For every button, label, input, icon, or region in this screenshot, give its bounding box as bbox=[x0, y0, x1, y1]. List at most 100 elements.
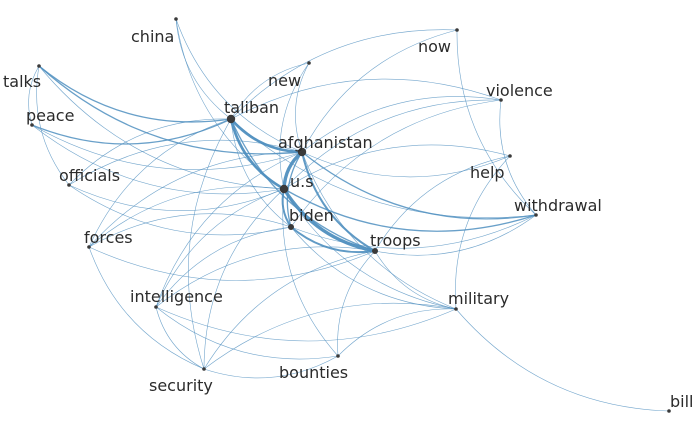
edge-afghanistan-forces bbox=[88, 151, 303, 248]
node-withdrawal bbox=[534, 213, 538, 217]
node-label-us: u.s bbox=[290, 172, 314, 191]
node-china bbox=[174, 17, 178, 21]
edge-biden-military bbox=[290, 226, 457, 310]
node-label-forces: forces bbox=[84, 228, 133, 247]
edge-talks-peace bbox=[28, 65, 40, 126]
edge-intelligence-bounties bbox=[155, 306, 339, 360]
node-violence bbox=[499, 98, 503, 102]
edge-military-security bbox=[203, 302, 457, 370]
node-label-new: new bbox=[268, 71, 301, 90]
edge-peace-taliban bbox=[31, 118, 232, 145]
edge-help-military bbox=[455, 155, 511, 310]
node-label-bill: bill bbox=[670, 392, 694, 411]
node-military bbox=[454, 307, 458, 311]
edge-military-bounties bbox=[337, 308, 457, 357]
node-label-now: now bbox=[418, 37, 451, 56]
edge-intelligence-security bbox=[155, 306, 205, 370]
edge-new-taliban bbox=[230, 62, 310, 120]
edge-peace-afghanistan bbox=[31, 124, 303, 170]
edge-security-bounties bbox=[203, 355, 339, 379]
node-label-help: help bbox=[470, 163, 505, 182]
edge-help-us bbox=[283, 144, 511, 190]
node-label-military: military bbox=[448, 289, 509, 308]
edge-taliban-officials bbox=[68, 118, 232, 186]
node-help bbox=[508, 154, 512, 158]
edge-us-forces bbox=[88, 186, 285, 248]
node-intelligence bbox=[154, 305, 158, 309]
edge-forces-security bbox=[88, 246, 205, 370]
node-layer bbox=[30, 17, 671, 413]
edge-now-withdrawal bbox=[456, 29, 537, 216]
edge-violence-taliban bbox=[230, 78, 502, 120]
edge-us-bounties bbox=[282, 188, 339, 357]
node-talks bbox=[37, 64, 41, 68]
edge-afghanistan-help bbox=[301, 151, 511, 178]
edge-taliban-security bbox=[188, 118, 232, 370]
edge-us-withdrawal bbox=[283, 188, 537, 232]
edge-afghanistan-biden bbox=[286, 151, 303, 228]
edge-taliban-troops bbox=[230, 118, 376, 252]
node-label-intelligence: intelligence bbox=[130, 287, 223, 306]
node-label-china: china bbox=[131, 27, 174, 46]
edge-forces-troops bbox=[88, 246, 376, 281]
node-now bbox=[455, 28, 459, 32]
edge-troops-military bbox=[374, 250, 457, 310]
edge-biden-troops bbox=[290, 226, 376, 254]
node-officials bbox=[67, 183, 71, 187]
node-label-violence: violence bbox=[486, 81, 553, 100]
edge-china-taliban bbox=[175, 18, 232, 120]
edge-troops-security bbox=[203, 250, 376, 370]
node-troops bbox=[372, 248, 378, 254]
edge-us-military bbox=[283, 188, 457, 310]
node-label-bounties: bounties bbox=[279, 363, 348, 382]
node-security bbox=[202, 367, 206, 371]
node-label-withdrawal: withdrawal bbox=[514, 196, 602, 215]
edge-now-taliban bbox=[230, 29, 458, 120]
edge-biden-withdrawal bbox=[290, 214, 537, 249]
node-label-officials: officials bbox=[59, 166, 120, 185]
node-us bbox=[279, 184, 289, 194]
node-peace bbox=[30, 123, 34, 127]
edge-intelligence-military bbox=[155, 306, 457, 342]
node-bill bbox=[667, 409, 671, 413]
edge-help-troops bbox=[374, 155, 511, 252]
node-label-afghanistan: afghanistan bbox=[278, 133, 373, 152]
edge-peace-us bbox=[31, 124, 285, 195]
edge-afghanistan-officials bbox=[68, 139, 303, 186]
node-bounties bbox=[336, 354, 340, 358]
node-biden bbox=[288, 224, 294, 230]
edge-now-afghanistan bbox=[301, 29, 458, 153]
edge-biden-intelligence bbox=[155, 226, 292, 308]
edge-troops-bounties bbox=[337, 250, 376, 357]
edge-violence-biden bbox=[290, 99, 502, 228]
node-taliban bbox=[226, 114, 236, 124]
edge-us-troops bbox=[282, 188, 376, 253]
node-label-biden: biden bbox=[289, 206, 334, 225]
edge-military-bill bbox=[455, 308, 670, 412]
edge-talks-afghanistan bbox=[38, 65, 303, 155]
node-afghanistan bbox=[297, 147, 307, 157]
edge-us-security bbox=[203, 188, 285, 370]
edge-talks-us bbox=[38, 65, 285, 190]
edge-new-us bbox=[279, 62, 310, 190]
node-label-taliban: taliban bbox=[224, 98, 279, 117]
edge-new-afghanistan bbox=[295, 62, 310, 153]
edge-officials-us bbox=[68, 184, 285, 211]
edge-violence-afghanistan bbox=[301, 96, 502, 153]
edge-taliban-biden bbox=[230, 118, 292, 228]
node-label-talks: talks bbox=[3, 72, 41, 91]
edge-layer bbox=[28, 18, 670, 412]
node-new bbox=[307, 61, 311, 65]
node-forces bbox=[87, 245, 91, 249]
edge-troops-withdrawal bbox=[374, 214, 537, 256]
edge-us-intelligence bbox=[155, 188, 285, 308]
edge-talks-taliban bbox=[38, 65, 232, 123]
edge-afghanistan-withdrawal bbox=[301, 151, 537, 220]
node-label-peace: peace bbox=[26, 106, 74, 125]
edge-taliban-withdrawal bbox=[230, 118, 537, 218]
label-layer: china now talks new violence peace taliban afgh… bbox=[3, 27, 694, 411]
edge-troops-intelligence bbox=[155, 246, 376, 308]
edge-violence-withdrawal bbox=[499, 99, 537, 216]
